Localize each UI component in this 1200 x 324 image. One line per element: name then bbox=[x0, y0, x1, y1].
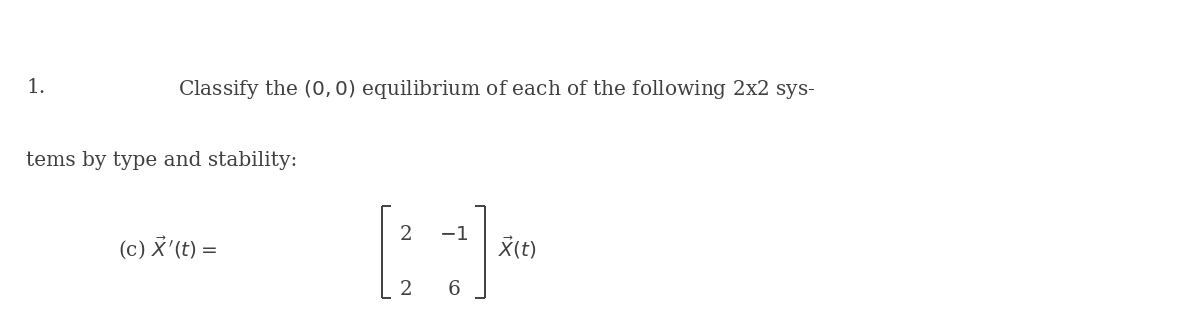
Text: 1.: 1. bbox=[26, 78, 46, 97]
Text: $\vec{X}(t)$: $\vec{X}(t)$ bbox=[498, 235, 536, 261]
Text: tems by type and stability:: tems by type and stability: bbox=[26, 151, 298, 170]
Text: 2: 2 bbox=[400, 225, 412, 244]
Text: 2: 2 bbox=[400, 280, 412, 299]
Text: Classify the $(0, 0)$ equilibrium of each of the following 2x2 sys-: Classify the $(0, 0)$ equilibrium of eac… bbox=[178, 78, 815, 101]
Text: $-1$: $-1$ bbox=[439, 225, 468, 244]
Text: 6: 6 bbox=[448, 280, 460, 299]
Text: (c) $\vec{X}\,'(t) =$: (c) $\vec{X}\,'(t) =$ bbox=[118, 234, 217, 261]
